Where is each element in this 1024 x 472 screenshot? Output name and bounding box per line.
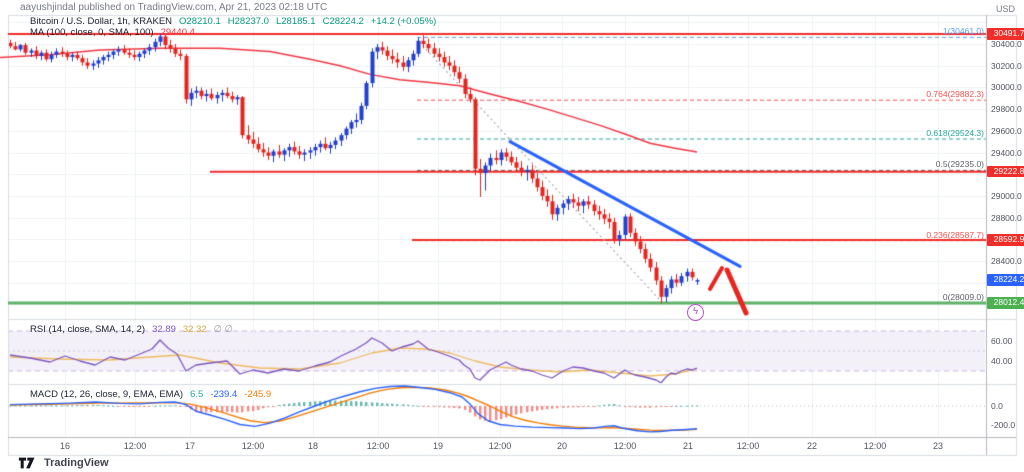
symbol-legend-row[interactable]: Bitcoin / U.S. Dollar, 1h, KRAKEN O28210…: [30, 16, 436, 27]
time-axis-label: 17: [184, 441, 196, 451]
price-axis-label: 29600.0: [991, 125, 1022, 136]
currency-label: USD: [995, 4, 1015, 14]
price-badge: 28224.2 41:01: [987, 274, 1024, 294]
published-idea-icon[interactable]: ϟ: [687, 304, 704, 321]
macd-axis-label: 0.0: [991, 401, 1003, 411]
fib-level-label: 0.764(29882.3): [926, 89, 984, 100]
fib-level-label: 0(28009.0): [942, 292, 984, 303]
tradingview-logo-icon: [18, 457, 35, 469]
fib-level-label: 0.236(28587.7): [926, 229, 984, 240]
time-axis-label: 16: [59, 441, 71, 451]
rsi-ma-value: 32.32: [182, 324, 207, 335]
price-badge: 30491.7: [987, 28, 1024, 40]
time-axis-label: 12:00: [488, 441, 512, 451]
price-badge: 28012.4: [987, 297, 1024, 309]
ma-legend-row[interactable]: MA (100, close, 0, SMA, 100) 29440.4: [30, 27, 195, 38]
rsi-axis-label: 60.00: [991, 336, 1013, 346]
time-axis-label: 12:00: [123, 441, 147, 451]
ohlc-close: C28224.2: [322, 16, 364, 27]
time-axis-label: 12:00: [863, 441, 887, 451]
price-axis-label: 30200.0: [991, 60, 1022, 71]
macd-axis-label: -200.0: [991, 420, 1016, 430]
time-axis-label: 12:00: [366, 441, 390, 451]
tradingview-watermark[interactable]: TradingView: [18, 457, 109, 469]
macd-legend-row[interactable]: MACD (12, 26, close, 9, EMA, EMA) 6.5 -2…: [30, 389, 271, 400]
ma-label: MA (100, close, 0, SMA, 100): [30, 27, 154, 38]
macd-label: MACD (12, 26, close, 9, EMA, EMA): [30, 389, 184, 400]
rsi-value: 32.89: [152, 324, 176, 335]
time-axis-label: 20: [556, 441, 568, 451]
rsi-extra-values: ∅ ∅: [213, 324, 233, 335]
time-axis-label: 18: [307, 441, 319, 451]
time-axis-label: 22: [806, 441, 818, 451]
price-axis-label: 30400.0: [991, 39, 1022, 49]
ma-value: 29440.4: [160, 27, 195, 38]
price-badge: 28592.9: [987, 234, 1024, 246]
price-axis-label: 30000.0: [991, 82, 1022, 93]
time-axis-label: 19: [432, 441, 444, 451]
macd-value: -239.4: [210, 389, 238, 400]
badge-countdown: 41:01: [990, 284, 1009, 294]
price-axis-label: 28800.0: [991, 212, 1022, 223]
ohlc-change: +14.2 (+0.05%): [370, 16, 437, 27]
time-axis-label: 12:00: [241, 441, 265, 451]
published-attribution: aayushjindal published on TradingView.co…: [20, 2, 328, 13]
time-axis-label: 12:00: [613, 441, 637, 451]
price-axis-label: 29000.0: [991, 190, 1022, 201]
ohlc-open: O28210.1: [179, 16, 221, 27]
rsi-legend-row[interactable]: RSI (14, close, SMA, 14, 2) 32.89 32.32 …: [30, 324, 233, 335]
time-axis-label: 21: [682, 441, 694, 451]
price-axis-label: 29800.0: [991, 104, 1022, 115]
symbol-title: Bitcoin / U.S. Dollar, 1h, KRAKEN: [30, 16, 173, 27]
ohlc-high: H28237.0: [227, 16, 269, 27]
fib-level-label: 1(30461.0): [942, 26, 984, 37]
macd-hist-value: 6.5: [190, 389, 204, 400]
rsi-label: RSI (14, close, SMA, 14, 2): [30, 324, 146, 335]
tradingview-brand-text: TradingView: [44, 457, 109, 469]
time-axis-label: 12:00: [736, 441, 760, 451]
price-axis-label: 28400.0: [991, 256, 1022, 266]
time-axis-label: 23: [932, 441, 944, 451]
macd-signal-value: -245.9: [244, 389, 272, 400]
price-axis-label: 29400.0: [991, 147, 1022, 158]
fib-level-label: 0.5(29235.0): [935, 159, 984, 170]
ohlc-low: L28185.1: [275, 16, 316, 27]
price-badge: 29222.8: [987, 165, 1024, 178]
fib-level-label: 0.618(29524.3): [926, 128, 984, 138]
rsi-axis-label: 40.00: [991, 356, 1013, 366]
